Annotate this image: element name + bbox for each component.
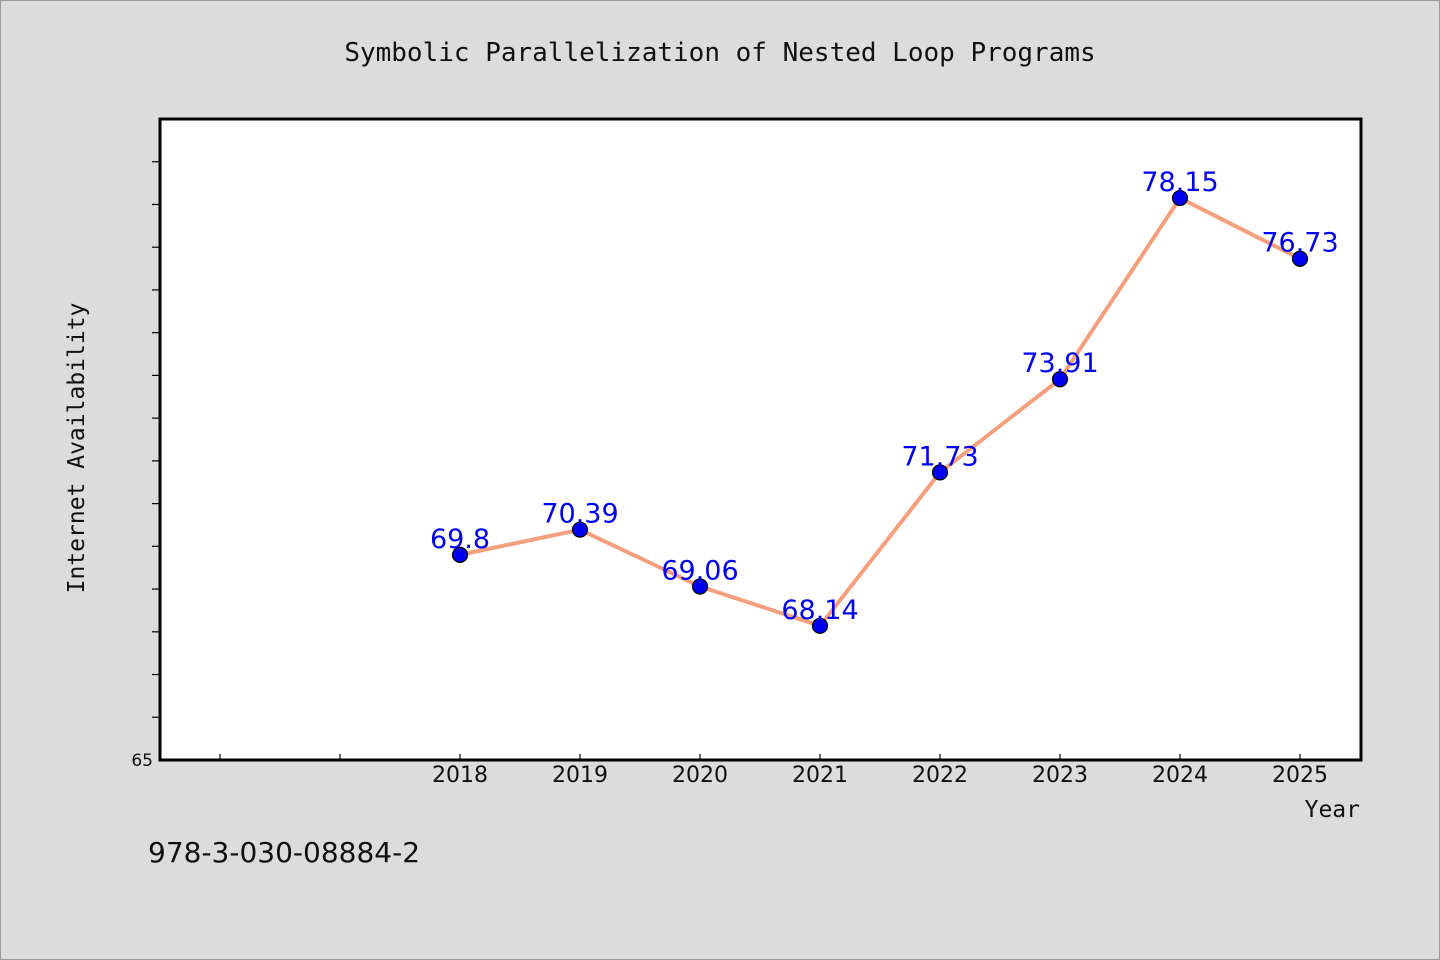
data-point	[571, 521, 589, 538]
data-markers	[451, 189, 1309, 634]
data-label: 69.8	[430, 524, 490, 555]
series-line-group	[459, 196, 1301, 628]
y-axis-min-label: 65	[131, 751, 153, 771]
data-point	[931, 464, 949, 481]
data-point	[811, 617, 829, 634]
data-label: 69.06	[661, 556, 738, 587]
data-point	[1171, 189, 1189, 207]
series-line	[459, 196, 1301, 628]
data-point	[451, 546, 469, 563]
x-tick-label: 2023	[1032, 763, 1088, 788]
x-tick-label: 2022	[912, 763, 968, 788]
x-tick-label: 2019	[552, 763, 608, 788]
x-axis-ticks	[219, 754, 1301, 760]
data-labels: 69.8 70.39 69.06 68.14 71.73 73.91 78.15 76.73	[430, 167, 1339, 626]
x-tick-label: 2018	[432, 763, 488, 788]
x-tick-label: 2024	[1152, 763, 1208, 788]
data-label: 73.91	[1021, 348, 1098, 379]
x-tick-label: 2025	[1272, 763, 1328, 788]
data-label: 76.73	[1261, 228, 1338, 259]
x-tick-labels: 2018 2019 2020 2021 2022 2023 2024 2025	[432, 763, 1328, 788]
data-point	[1291, 250, 1309, 267]
data-label: 78.15	[1141, 167, 1218, 198]
data-label: 68.14	[781, 595, 858, 626]
footer-code: 978-3-030-08884-2	[148, 836, 420, 869]
data-label: 70.39	[541, 499, 618, 530]
chart-title: Symbolic Parallelization of Nested Loop …	[344, 38, 1095, 68]
x-tick-label: 2020	[672, 763, 728, 788]
x-tick-label: 2021	[792, 763, 848, 788]
x-axis-label: Year	[1305, 797, 1360, 823]
data-point	[691, 578, 709, 595]
y-axis-ticks	[152, 161, 160, 718]
data-point	[1051, 371, 1069, 388]
plot-area	[158, 117, 1363, 762]
y-axis-label: Internet Availability	[64, 303, 90, 594]
data-label: 71.73	[901, 441, 978, 472]
